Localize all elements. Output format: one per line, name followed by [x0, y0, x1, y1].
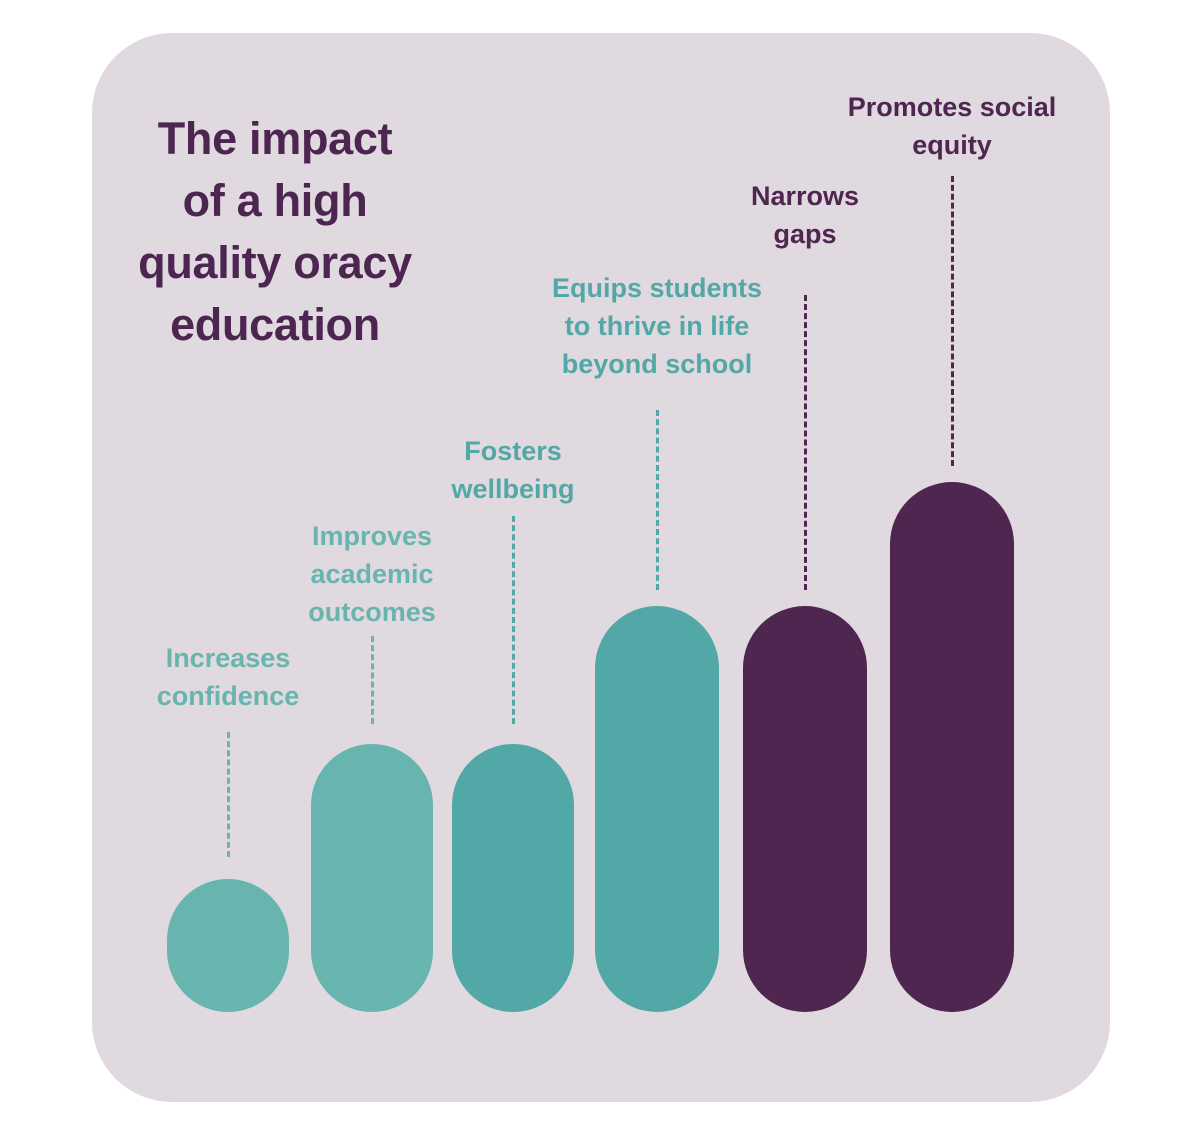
label-line: Fosters: [464, 436, 562, 466]
label-line: wellbeing: [451, 474, 575, 504]
bar-promotes-social-equity: [890, 482, 1014, 1012]
label-narrows-gaps: Narrows gaps: [751, 177, 859, 253]
connector-equips-students: [656, 410, 659, 590]
bar-narrows-gaps: [743, 606, 867, 1012]
title-line-4: education: [170, 299, 380, 350]
label-line: Narrows: [750, 181, 860, 211]
connector-narrows-gaps: [804, 295, 807, 590]
bar-fosters-wellbeing: [452, 744, 574, 1012]
title-line-1: The impact: [157, 113, 393, 164]
label-improves-academic-outcomes: Improves academic outcomes: [308, 517, 436, 631]
bar-equips-students: [595, 606, 719, 1012]
label-line: gaps: [773, 219, 837, 249]
title-line-2: of a high: [182, 175, 368, 226]
label-line: beyond school: [561, 349, 753, 379]
label-promotes-social-equity: Promotes social equity: [848, 88, 1057, 164]
label-line: Promotes social: [847, 92, 1057, 122]
label-fosters-wellbeing: Fosters wellbeing: [451, 432, 574, 508]
label-line: Equips students: [551, 273, 763, 303]
label-line: confidence: [156, 681, 300, 711]
label-line: equity: [912, 130, 992, 160]
label-line: Improves: [311, 521, 433, 551]
label-line: academic: [310, 559, 434, 589]
connector-fosters-wellbeing: [512, 516, 515, 724]
title-line-3: quality oracy: [138, 237, 412, 288]
diagram-title: The impact of a high quality oracy educa…: [110, 108, 440, 356]
connector-promotes-social-equity: [951, 176, 954, 466]
bar-increases-confidence: [167, 879, 289, 1012]
bar-improves-academic-outcomes: [311, 744, 433, 1012]
label-line: to thrive in life: [564, 311, 750, 341]
label-equips-students: Equips students to thrive in life beyond…: [552, 269, 762, 383]
label-line: Increases: [165, 643, 291, 673]
connector-increases-confidence: [227, 732, 230, 857]
label-increases-confidence: Increases confidence: [157, 639, 300, 715]
label-line: outcomes: [308, 597, 436, 627]
connector-improves-academic-outcomes: [371, 636, 374, 724]
